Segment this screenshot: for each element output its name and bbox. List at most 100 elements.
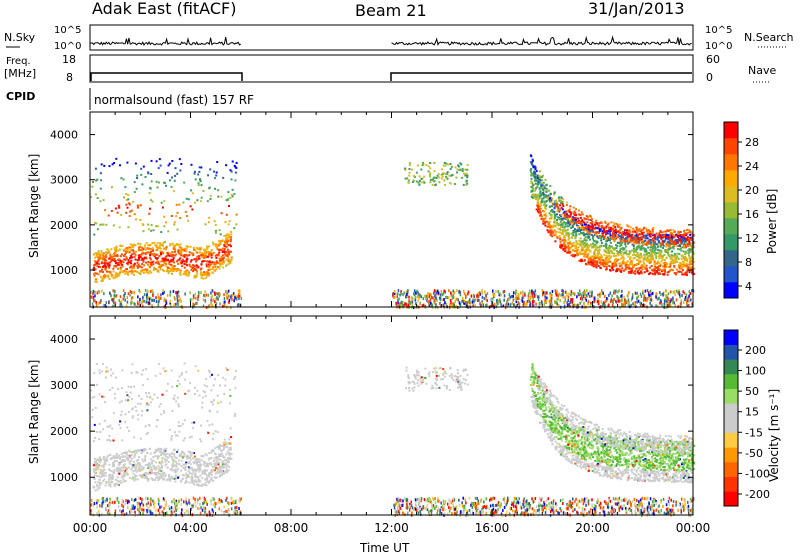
power-echo bbox=[179, 257, 182, 260]
power-echo bbox=[548, 198, 551, 201]
power-echo bbox=[406, 291, 409, 295]
power-echo bbox=[156, 248, 159, 251]
power-echo bbox=[141, 269, 144, 272]
power-echo bbox=[585, 217, 588, 220]
power-echo bbox=[658, 257, 661, 260]
power-echo bbox=[160, 243, 163, 246]
power-echo bbox=[620, 254, 623, 257]
power-echo bbox=[634, 241, 637, 244]
velocity-echo bbox=[214, 462, 217, 465]
power-echo bbox=[115, 294, 118, 297]
power-echo bbox=[223, 240, 226, 243]
power-echo bbox=[129, 266, 132, 269]
power-echo bbox=[653, 260, 656, 263]
power-echo bbox=[543, 220, 546, 223]
power-echo bbox=[636, 251, 639, 254]
power-echo bbox=[645, 227, 648, 230]
power-echo bbox=[479, 302, 481, 306]
power-echo bbox=[174, 174, 177, 177]
power-echo bbox=[536, 204, 539, 207]
power-echo bbox=[140, 167, 143, 170]
power-echo bbox=[537, 206, 540, 208]
power-echo bbox=[120, 244, 122, 247]
power-echo bbox=[659, 301, 661, 305]
power-echo bbox=[222, 266, 225, 269]
power-echo bbox=[211, 268, 214, 270]
power-echo bbox=[657, 297, 659, 301]
power-echo bbox=[404, 177, 407, 180]
power-echo bbox=[203, 271, 206, 274]
power-echo bbox=[218, 229, 221, 232]
power-echo bbox=[159, 266, 162, 269]
power-echo bbox=[544, 178, 547, 181]
power-echo bbox=[612, 233, 615, 236]
power-echo bbox=[206, 271, 209, 274]
power-echo bbox=[443, 289, 445, 293]
power-echo bbox=[152, 291, 154, 295]
power-echo bbox=[522, 290, 524, 294]
power-echo bbox=[601, 256, 603, 259]
power-echo bbox=[669, 233, 672, 236]
power-echo bbox=[625, 262, 628, 265]
power-echo bbox=[492, 289, 494, 293]
power-echo bbox=[532, 304, 535, 308]
power-echo bbox=[162, 270, 165, 272]
power-echo bbox=[655, 293, 657, 297]
power-echo bbox=[513, 303, 515, 307]
power-echo bbox=[126, 268, 128, 270]
power-echo bbox=[613, 248, 616, 251]
power-echo bbox=[415, 302, 417, 306]
power-echo bbox=[600, 262, 603, 265]
power-echo bbox=[200, 271, 203, 274]
power-echo bbox=[131, 209, 133, 212]
power-echo bbox=[171, 176, 174, 179]
power-echo bbox=[217, 189, 220, 192]
power-echo bbox=[642, 261, 645, 264]
power-echo bbox=[548, 189, 551, 192]
velocity-echo bbox=[209, 473, 212, 475]
power-echo bbox=[435, 303, 437, 307]
power-echo bbox=[632, 230, 635, 233]
power-echo bbox=[161, 252, 164, 254]
power-echo bbox=[549, 292, 551, 295]
power-echo bbox=[524, 293, 526, 297]
power-echo bbox=[182, 258, 185, 261]
power-echo bbox=[96, 260, 99, 263]
power-echo bbox=[540, 193, 543, 196]
power-echo bbox=[628, 291, 630, 295]
power-echo bbox=[411, 296, 414, 300]
power-echo bbox=[500, 302, 502, 306]
power-echo bbox=[102, 276, 105, 279]
power-echo bbox=[568, 247, 571, 250]
velocity-echo bbox=[214, 453, 217, 456]
power-echo bbox=[639, 248, 642, 251]
power-echo bbox=[605, 262, 608, 265]
power-echo bbox=[681, 238, 684, 241]
power-echo bbox=[648, 258, 651, 261]
power-echo bbox=[491, 297, 494, 301]
power-echo bbox=[608, 293, 610, 297]
velocity-echo bbox=[190, 478, 193, 481]
power-echo bbox=[575, 240, 578, 243]
power-echo bbox=[678, 292, 681, 296]
power-echo bbox=[151, 200, 154, 203]
power-echo bbox=[540, 204, 543, 207]
power-echo bbox=[566, 232, 569, 235]
velocity-echo bbox=[136, 478, 139, 481]
power-echo bbox=[670, 243, 673, 245]
power-echo bbox=[658, 262, 661, 265]
power-echo bbox=[568, 242, 571, 244]
nsearch-tick-bottom: 10^0 bbox=[705, 41, 732, 52]
velocity-echo bbox=[112, 462, 115, 465]
power-echo bbox=[158, 158, 161, 161]
power-echo bbox=[108, 251, 111, 254]
power-echo bbox=[136, 206, 139, 209]
power-echo bbox=[417, 299, 419, 303]
power-echo bbox=[649, 301, 651, 305]
power-echo bbox=[120, 213, 123, 216]
power-echo bbox=[606, 304, 609, 308]
power-echo bbox=[603, 265, 606, 268]
power-echo bbox=[94, 290, 96, 294]
power-echo bbox=[613, 222, 616, 225]
power-echo bbox=[619, 262, 622, 265]
